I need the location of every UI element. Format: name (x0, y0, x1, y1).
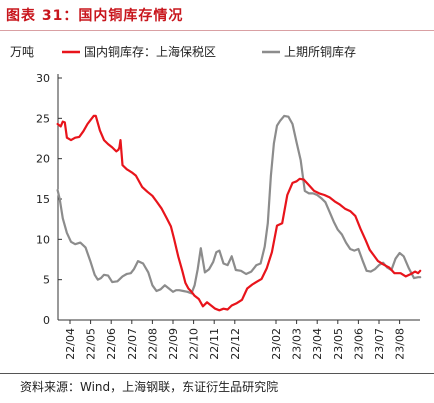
x-tick-label: 22/06 (105, 328, 118, 360)
y-tick-label: 10 (36, 233, 50, 246)
x-tick-label: 23/08 (394, 328, 407, 360)
x-tick-label: 23/02 (270, 328, 283, 360)
x-tick-label: 23/06 (352, 328, 365, 360)
x-tick-label: 23/05 (332, 328, 345, 360)
x-tick-label: 22/11 (208, 328, 221, 360)
y-tick-label: 25 (36, 112, 50, 125)
figure-title: 图表 31：国内铜库存情况 (6, 8, 184, 24)
x-tick-label: 22/08 (146, 328, 159, 360)
x-tick-label: 23/03 (291, 328, 304, 360)
y-axis: 0 5 10 15 20 25 30 (36, 72, 62, 327)
x-tick-label: 22/12 (229, 328, 242, 360)
series-layer (56, 114, 422, 312)
x-tick-label: 22/09 (167, 328, 180, 360)
x-axis: 22/04 22/05 22/06 22/07 22/08 22/09 22/10 22/11… (58, 319, 420, 360)
y-axis-unit: 万吨 (10, 45, 34, 59)
y-tick-label: 0 (43, 314, 50, 327)
inventory-line-chart: 万吨 国内铜库存：上海保税区 上期所铜库存 0 5 10 15 20 25 30 22/04… (10, 44, 422, 360)
x-tick-label: 22/05 (85, 328, 98, 360)
y-tick-label: 5 (43, 274, 50, 287)
x-tick-label: 22/10 (188, 328, 201, 360)
y-tick-label: 20 (36, 153, 50, 166)
title-divider (0, 30, 434, 31)
x-tick-label: 23/07 (373, 328, 386, 360)
series-line-shfe (56, 114, 422, 295)
series-line-bonded-zone (56, 114, 422, 312)
legend: 国内铜库存：上海保税区 上期所铜库存 (62, 44, 356, 59)
source-note: 资料来源：Wind，上海钢联，东证衍生品研究院 (20, 380, 279, 394)
x-tick-label: 23/04 (311, 328, 324, 360)
x-tick-label: 22/04 (64, 328, 77, 360)
footer-divider (0, 373, 434, 374)
y-tick-label: 30 (36, 72, 50, 85)
legend-label-shfe: 上期所铜库存 (284, 44, 356, 59)
legend-label-bonded: 国内铜库存：上海保税区 (84, 44, 216, 59)
x-tick-label: 22/07 (126, 328, 139, 360)
y-tick-label: 15 (36, 193, 50, 206)
